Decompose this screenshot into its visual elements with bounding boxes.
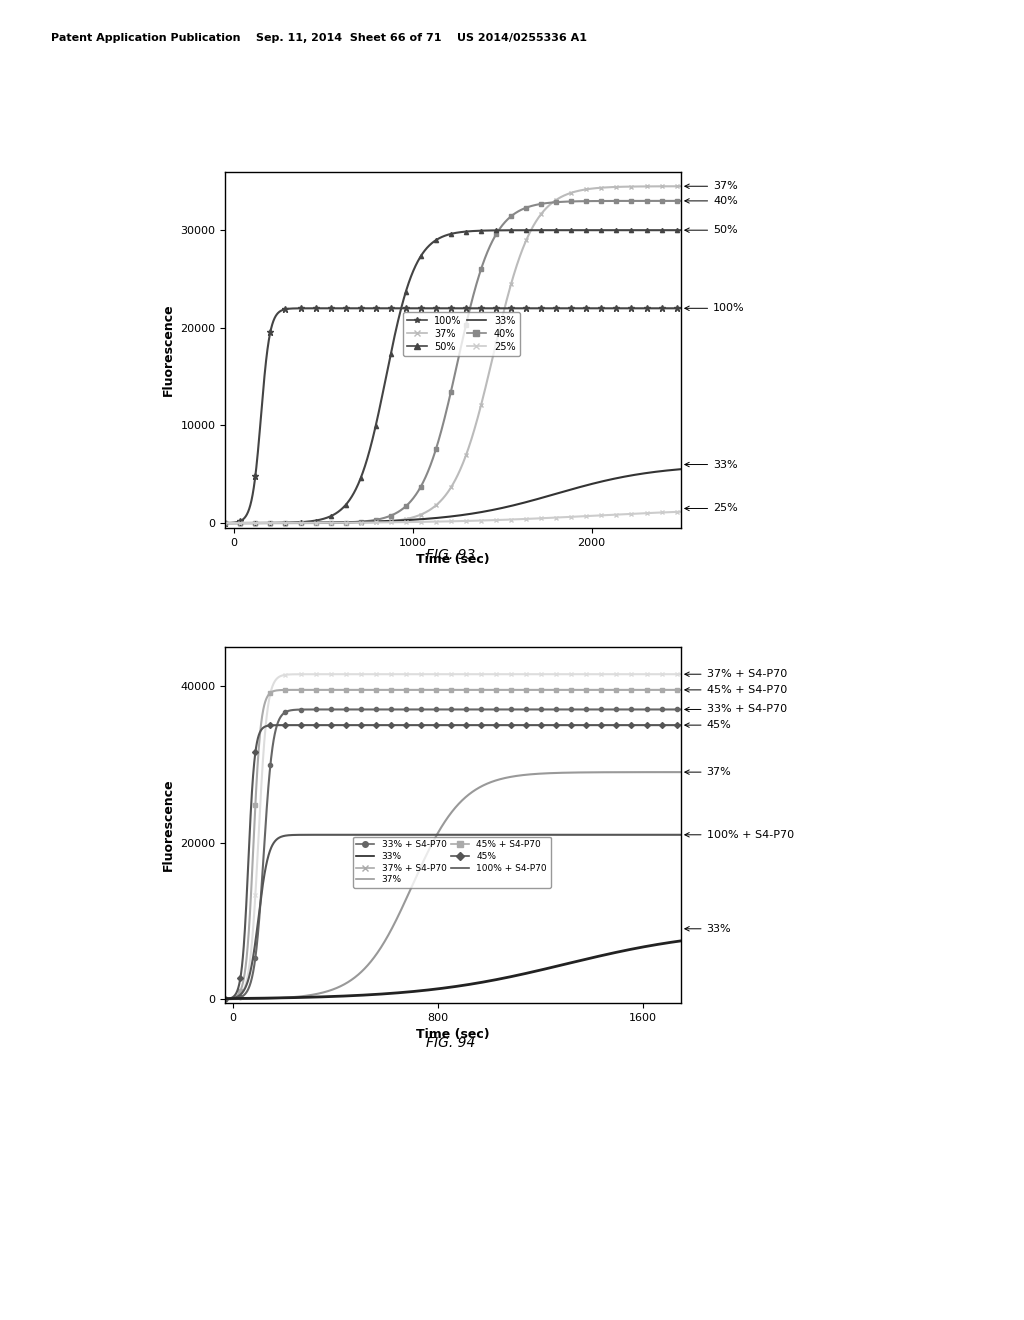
Text: 40%: 40% <box>685 195 738 206</box>
Text: 45%: 45% <box>685 721 731 730</box>
X-axis label: Time (sec): Time (sec) <box>417 1028 489 1041</box>
Text: FIG. 94: FIG. 94 <box>426 1036 475 1051</box>
Y-axis label: Fluorescence: Fluorescence <box>162 779 175 871</box>
Y-axis label: Fluorescence: Fluorescence <box>162 304 175 396</box>
Text: 33% + S4-P70: 33% + S4-P70 <box>685 705 786 714</box>
Text: 33%: 33% <box>685 924 731 933</box>
Text: Patent Application Publication    Sep. 11, 2014  Sheet 66 of 71    US 2014/02553: Patent Application Publication Sep. 11, … <box>51 33 587 44</box>
X-axis label: Time (sec): Time (sec) <box>417 553 489 566</box>
Text: 37%: 37% <box>685 767 731 777</box>
Text: 37%: 37% <box>685 181 738 191</box>
Text: 100% + S4-P70: 100% + S4-P70 <box>685 830 794 840</box>
Text: 100%: 100% <box>685 304 744 313</box>
Text: 33%: 33% <box>685 459 737 470</box>
Text: 25%: 25% <box>685 503 738 513</box>
Legend: 100%, 37%, 50%, 33%, 40%, 25%: 100%, 37%, 50%, 33%, 40%, 25% <box>403 312 519 355</box>
Text: 50%: 50% <box>685 226 737 235</box>
Text: 37% + S4-P70: 37% + S4-P70 <box>685 669 786 680</box>
Text: 45% + S4-P70: 45% + S4-P70 <box>685 685 786 694</box>
Text: FIG. 93: FIG. 93 <box>426 548 475 562</box>
Legend: 33% + S4-P70, 33%, 37% + S4-P70, 37%, 45% + S4-P70, 45%, 100% + S4-P70: 33% + S4-P70, 33%, 37% + S4-P70, 37%, 45… <box>353 837 551 888</box>
